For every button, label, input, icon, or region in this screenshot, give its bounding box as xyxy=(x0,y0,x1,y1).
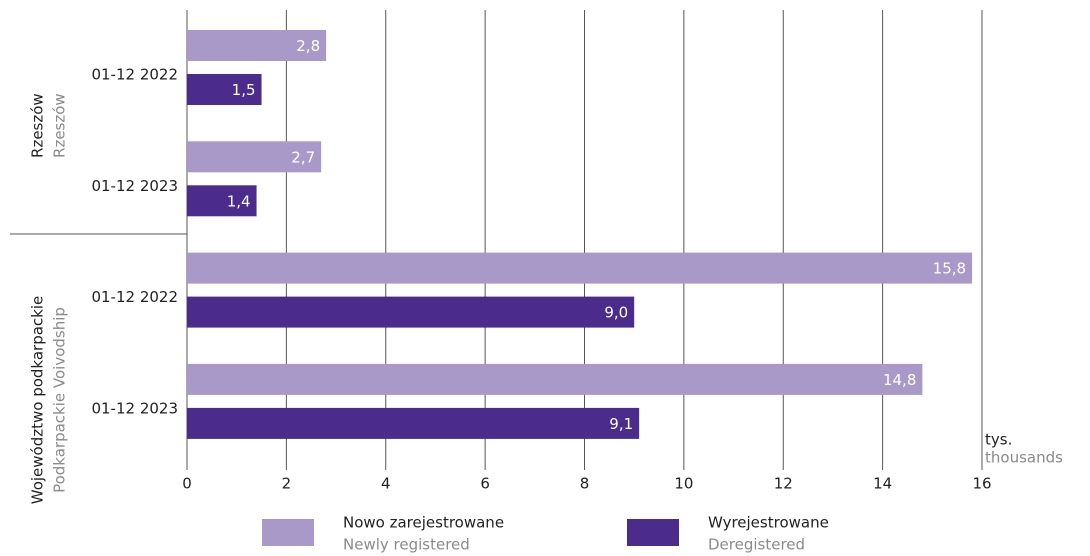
bar xyxy=(187,363,923,395)
legend-swatch xyxy=(627,519,679,546)
x-tick-label: 0 xyxy=(182,475,192,493)
value-label: 9,1 xyxy=(609,415,633,433)
x-tick-label: 16 xyxy=(972,475,991,493)
x-tick-label: 4 xyxy=(381,475,391,493)
group-label: Województwo podkarpackie xyxy=(29,296,47,505)
x-tick-label: 6 xyxy=(480,475,490,493)
x-tick-label: 12 xyxy=(774,475,793,493)
category-label: 01-12 2023 xyxy=(91,399,178,417)
legend-label-en: Deregistered xyxy=(708,536,805,554)
group-label-en: Podkarpackie Voivodship xyxy=(51,307,69,493)
bar xyxy=(187,30,327,61)
group-label-en: Rzeszów xyxy=(51,93,69,158)
bar xyxy=(187,141,322,173)
category-label: 01-12 2023 xyxy=(91,177,178,195)
bar xyxy=(187,74,262,105)
x-tick-label: 8 xyxy=(580,475,590,493)
legend-label: Nowo zarejestrowane xyxy=(343,514,504,532)
bar xyxy=(187,407,640,439)
value-label: 2,8 xyxy=(296,37,320,55)
x-tick-label: 10 xyxy=(674,475,693,493)
legend-swatch xyxy=(262,519,314,546)
bar xyxy=(187,252,973,284)
legend-label: Wyrejestrowane xyxy=(708,514,829,532)
value-label: 15,8 xyxy=(933,260,966,278)
legend-label-en: Newly registered xyxy=(343,536,470,554)
x-tick-label: 2 xyxy=(282,475,292,493)
value-label: 1,4 xyxy=(227,192,251,210)
unit-label: tys. xyxy=(985,431,1012,449)
category-label: 01-12 2022 xyxy=(91,288,178,306)
category-label: 01-12 2022 xyxy=(91,66,178,84)
value-label: 14,8 xyxy=(883,371,916,389)
value-label: 2,7 xyxy=(291,148,315,166)
unit-label-en: thousands xyxy=(985,449,1063,467)
value-label: 1,5 xyxy=(232,81,256,99)
group-label: Rzeszów xyxy=(29,93,47,158)
value-label: 9,0 xyxy=(604,304,628,322)
bar xyxy=(187,185,257,217)
bar xyxy=(187,296,635,328)
x-tick-label: 14 xyxy=(873,475,892,493)
